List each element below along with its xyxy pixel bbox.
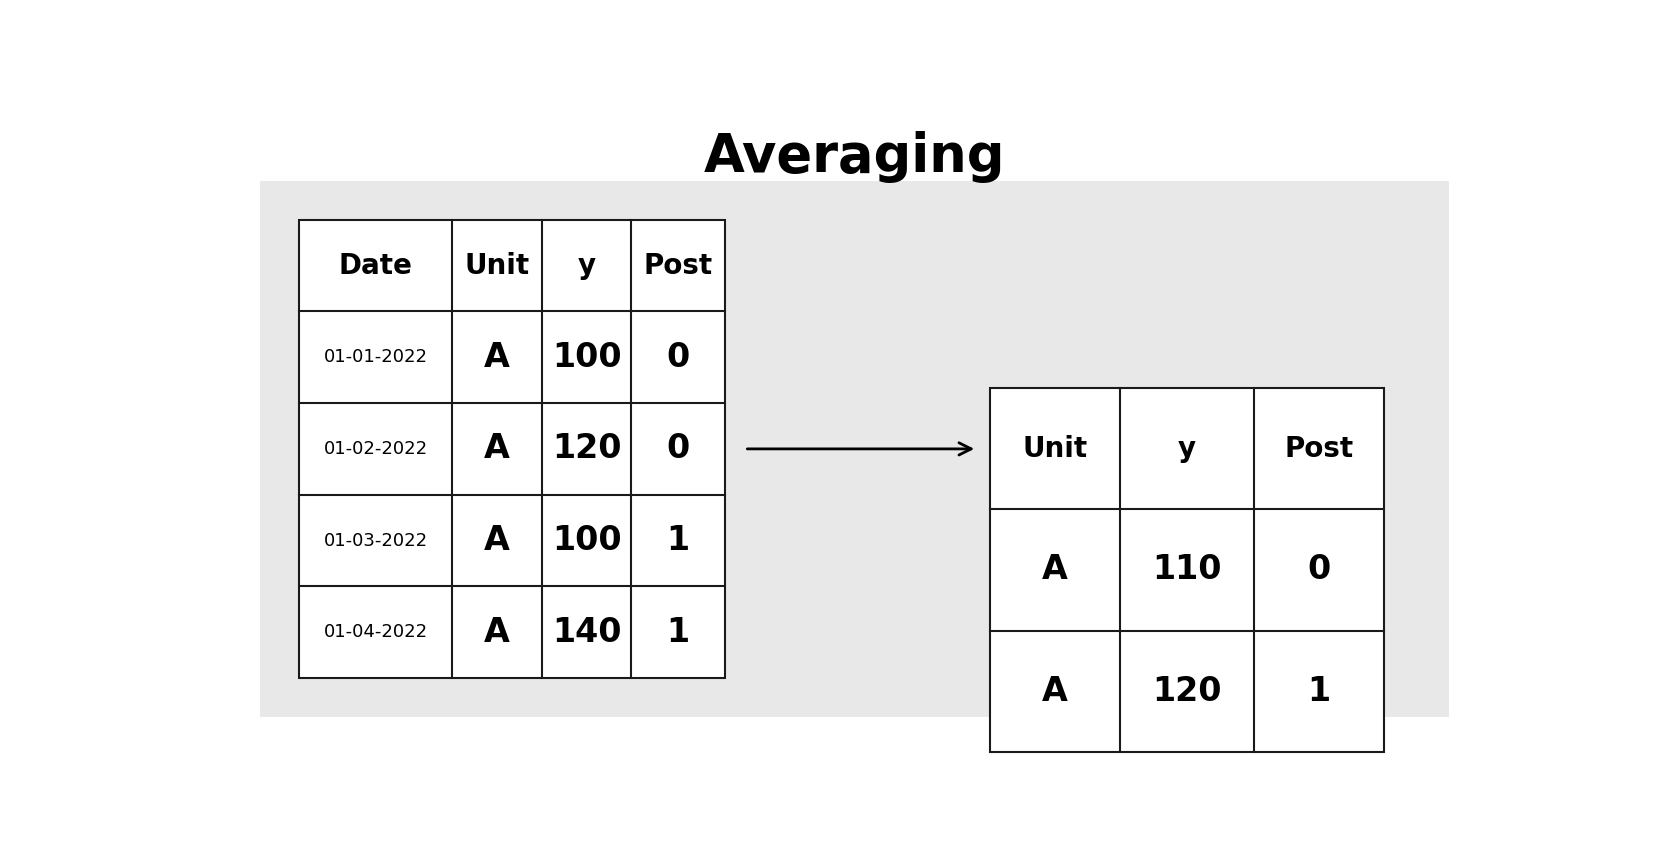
- Text: 0: 0: [667, 341, 690, 374]
- Text: 01-03-2022: 01-03-2022: [323, 531, 428, 549]
- Text: y: y: [1179, 435, 1195, 463]
- Text: y: y: [577, 252, 595, 280]
- Text: 1: 1: [1307, 675, 1330, 707]
- Text: Date: Date: [338, 252, 412, 280]
- Text: 140: 140: [552, 615, 622, 649]
- Text: 0: 0: [667, 433, 690, 466]
- Text: Post: Post: [643, 252, 713, 280]
- Text: A: A: [1042, 553, 1069, 586]
- Text: A: A: [1042, 675, 1069, 707]
- Text: 120: 120: [1152, 675, 1222, 707]
- Text: Unit: Unit: [1022, 435, 1087, 463]
- Text: Post: Post: [1285, 435, 1354, 463]
- Bar: [990, 388, 1384, 751]
- Text: 100: 100: [552, 341, 622, 374]
- Text: A: A: [483, 433, 510, 466]
- Text: 01-01-2022: 01-01-2022: [323, 348, 427, 366]
- Text: A: A: [483, 524, 510, 557]
- Text: 1: 1: [667, 524, 690, 557]
- Bar: [260, 180, 1449, 717]
- Text: 01-04-2022: 01-04-2022: [323, 623, 428, 641]
- Text: 0: 0: [1307, 553, 1330, 586]
- Bar: [298, 220, 725, 678]
- Text: 1: 1: [667, 615, 690, 649]
- Text: 120: 120: [552, 433, 622, 466]
- Text: 100: 100: [552, 524, 622, 557]
- Text: 110: 110: [1152, 553, 1222, 586]
- Text: 01-02-2022: 01-02-2022: [323, 440, 428, 458]
- Text: A: A: [483, 615, 510, 649]
- Text: A: A: [483, 341, 510, 374]
- Text: Unit: Unit: [465, 252, 530, 280]
- Text: Averaging: Averaging: [703, 132, 1005, 184]
